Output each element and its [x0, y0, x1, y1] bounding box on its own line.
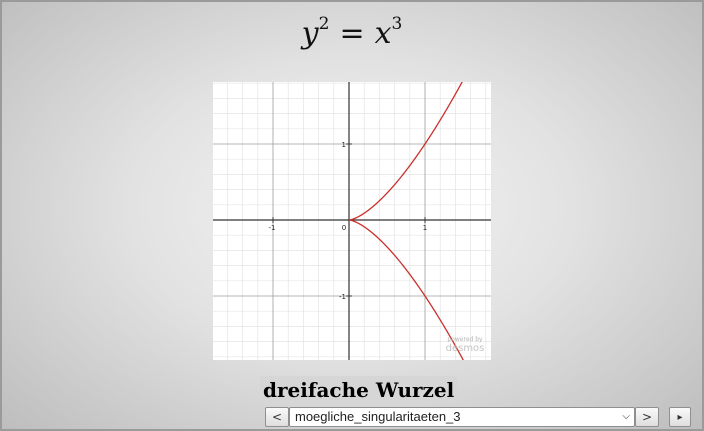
minor-grid	[213, 82, 491, 360]
play-button[interactable]: ▸	[669, 407, 691, 427]
tick-label-origin: 0	[342, 224, 346, 232]
chevron-down-icon: ⌵	[622, 411, 630, 422]
tick-label-y-pos1: 1	[342, 141, 346, 149]
graph-canvas[interactable]: -1 0 1 1 -1 powered by desmos	[213, 82, 491, 360]
formula-lhs-exponent: 2	[318, 14, 330, 34]
tick-label-y-neg1: -1	[339, 293, 346, 301]
prev-button[interactable]: <	[265, 407, 289, 427]
curve-lower-branch	[348, 219, 464, 360]
formula-lhs-var: y	[301, 16, 319, 51]
axis-ticks	[272, 143, 426, 297]
slide-select[interactable]: moegliche_singularitaeten_3 ⌵	[289, 407, 635, 427]
caption-label: dreifache Wurzel	[260, 376, 458, 404]
tick-label-x-neg1: -1	[269, 224, 276, 232]
watermark-desmos-logo: desmos	[446, 343, 485, 354]
curve-upper-branch	[348, 82, 463, 221]
formula-rhs-var: x	[374, 16, 392, 51]
graph-panel[interactable]: -1 0 1 1 -1 powered by desmos	[213, 82, 491, 360]
formula-rhs-exponent: 3	[391, 14, 403, 34]
next-button[interactable]: >	[635, 407, 659, 427]
watermark-powered-by: powered by	[447, 336, 483, 343]
tick-label-x-pos1: 1	[423, 224, 427, 232]
formula-equals: =	[339, 16, 365, 51]
formula-title: y2 = x3	[0, 14, 704, 51]
slide-select-value: moegliche_singularitaeten_3	[295, 409, 461, 424]
